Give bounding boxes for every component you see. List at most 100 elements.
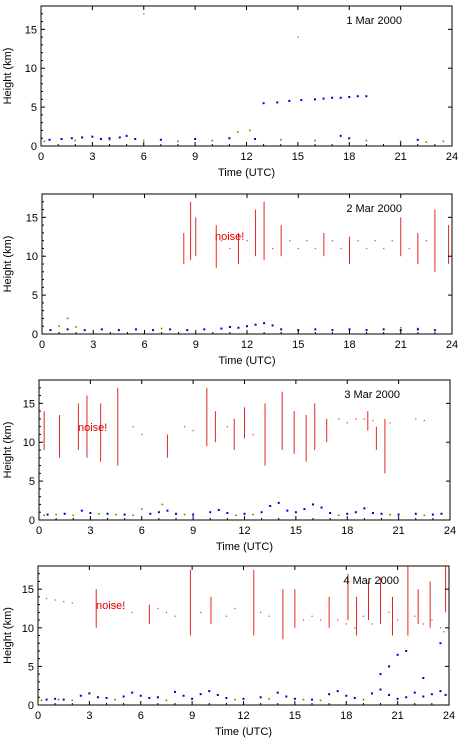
blue-point [131,691,134,694]
blue-point [416,138,419,141]
blue-point [269,505,272,507]
blue-point [312,503,314,506]
y-tick-label: 0 [28,700,34,712]
red-point [374,240,376,242]
blue-point [242,697,245,700]
blue-point [388,665,391,668]
x-tick-label: 12 [241,339,253,351]
green-point [389,513,391,516]
red-point [297,36,299,38]
blue-point [413,691,416,694]
noise-annotation: noise! [96,600,125,612]
green-point [365,139,368,142]
blue-point [348,328,351,331]
x-tick-label: 12 [240,151,252,163]
blue-point [199,693,202,696]
blue-point [191,697,194,700]
x-tick-label: 0 [36,525,42,537]
red-point [289,240,291,242]
blue-point [444,693,447,696]
blue-point [416,328,419,331]
blue-point [152,329,155,332]
red-point [192,429,194,432]
y-tick-label: 5 [31,102,37,114]
date-label: 2 Mar 2000 [346,203,402,215]
y-tick-label: 15 [26,212,38,224]
blue-point [186,329,189,332]
x-tick-label: 15 [289,710,301,722]
blue-point [354,511,357,514]
x-tick-label: 3 [87,525,93,537]
blue-point [254,323,257,326]
red-point [340,247,342,250]
x-tick-label: 9 [190,525,196,537]
red-point [319,619,322,621]
blue-point [365,95,368,98]
x-tick-label: 12 [238,525,250,537]
red-point [422,623,425,625]
blue-point [60,138,63,140]
red-point [132,426,134,428]
x-tick-label: 24 [446,339,458,351]
blue-point [106,512,109,515]
x-tick-label: 18 [343,151,355,163]
blue-point [192,513,195,516]
red-point [357,240,359,242]
blue-point [262,102,265,105]
green-point [58,325,60,328]
blue-point [80,509,83,512]
green-point [161,503,164,506]
x-tick-label: 18 [340,710,352,722]
blue-point [45,698,48,701]
blue-point [311,698,313,701]
blue-point [431,513,434,516]
x-axis-label: Time (UTC) [218,167,275,179]
red-point [131,611,133,614]
blue-point [405,649,408,652]
red-point [354,627,356,629]
green-point [40,699,43,702]
green-point [71,699,74,702]
x-tick-label: 9 [189,710,195,722]
green-point [74,139,77,142]
green-point [43,140,46,143]
plot-frame [41,193,453,335]
blue-point [100,328,103,331]
blue-point [66,328,69,331]
x-tick-label: 15 [292,151,304,163]
red-point [346,422,348,424]
red-point [414,615,416,617]
blue-point [288,99,291,102]
blue-point [314,328,317,331]
blue-point [379,673,382,676]
green-point [43,514,45,517]
blue-point [422,676,425,679]
green-point [72,514,75,517]
red-point [425,240,428,242]
blue-point [175,512,177,515]
blue-point [63,512,66,515]
red-point [365,247,368,250]
blue-point [117,329,120,332]
blue-point [314,98,316,101]
blue-point [294,511,297,514]
blue-point [339,96,342,99]
blue-point [397,513,400,516]
blue-point [331,329,334,332]
blue-point [228,326,231,328]
blue-point [209,511,212,514]
blue-point [122,695,125,698]
blue-point [99,138,102,140]
blue-point [439,690,442,693]
green-point [132,514,134,517]
blue-point [370,692,373,695]
red-point [141,433,143,436]
red-point [388,611,390,614]
red-point [363,418,366,420]
y-axis-label: Height (km) [2,422,14,479]
blue-point [105,697,108,700]
green-point [98,512,100,515]
green-point [425,141,428,143]
x-tick-label: 6 [141,151,147,163]
green-point [442,140,445,143]
